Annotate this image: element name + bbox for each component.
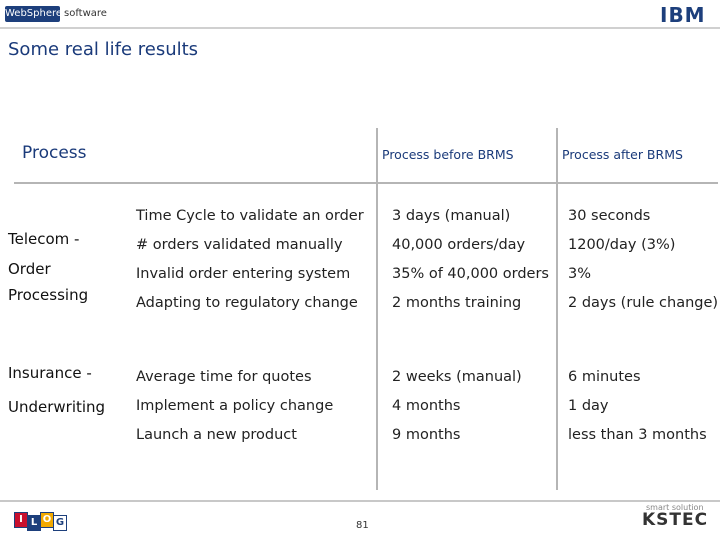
group-label: Telecom -	[8, 230, 80, 248]
table-cell: Invalid order entering system	[136, 266, 351, 282]
group-label: Insurance -	[8, 364, 92, 382]
column-divider	[376, 128, 378, 490]
page-number: 81	[356, 520, 369, 531]
table-cell: 30 seconds	[568, 208, 651, 224]
table-cell: Average time for quotes	[136, 369, 312, 385]
slide-title: Some real life results	[8, 39, 199, 60]
table-cell: less than 3 months	[568, 427, 707, 443]
table-cell: 35% of 40,000 orders	[392, 266, 549, 282]
table-cell: 40,000 orders/day	[392, 237, 526, 253]
kstec-logo: KSTEC	[642, 510, 709, 530]
ilog-letter: O	[40, 512, 54, 528]
table-cell: 2 months training	[392, 295, 522, 311]
table-cell: 3%	[568, 266, 592, 282]
table-cell: 9 months	[392, 427, 461, 443]
group-label: Processing	[8, 286, 89, 304]
table-cell: Time Cycle to validate an order	[136, 208, 364, 224]
ilog-letter: G	[53, 515, 67, 531]
ibm-logo: IBM	[660, 3, 706, 27]
table-cell: 6 minutes	[568, 369, 641, 385]
table-cell: 3 days (manual)	[392, 208, 511, 224]
column-divider	[556, 128, 558, 490]
table-cell: Implement a policy change	[136, 398, 334, 414]
column-header: Process after BRMS	[562, 147, 683, 162]
ilog-letter: L	[27, 515, 41, 531]
group-label: Underwriting	[8, 398, 106, 416]
brand-logo: WebSphere	[5, 6, 62, 22]
table-cell: Launch a new product	[136, 427, 297, 443]
column-header: Process before BRMS	[382, 147, 514, 162]
tagline: smart solution	[646, 503, 704, 512]
product-name: software	[64, 8, 107, 19]
table-cell: # orders validated manually	[136, 237, 343, 253]
table-cell: Adapting to regulatory change	[136, 295, 358, 311]
ilog-letter: I	[14, 512, 28, 528]
column-header: Process	[22, 143, 87, 163]
header-divider	[14, 182, 718, 184]
footer-rule	[0, 500, 720, 502]
table-cell: 4 months	[392, 398, 461, 414]
table-cell: 2 weeks (manual)	[392, 369, 522, 385]
table-cell: 2 days (rule change)	[568, 295, 719, 311]
table-cell: 1200/day (3%)	[568, 237, 676, 253]
table-cell: 1 day	[568, 398, 609, 414]
group-label: Order	[8, 260, 51, 278]
header-rule	[0, 27, 720, 29]
